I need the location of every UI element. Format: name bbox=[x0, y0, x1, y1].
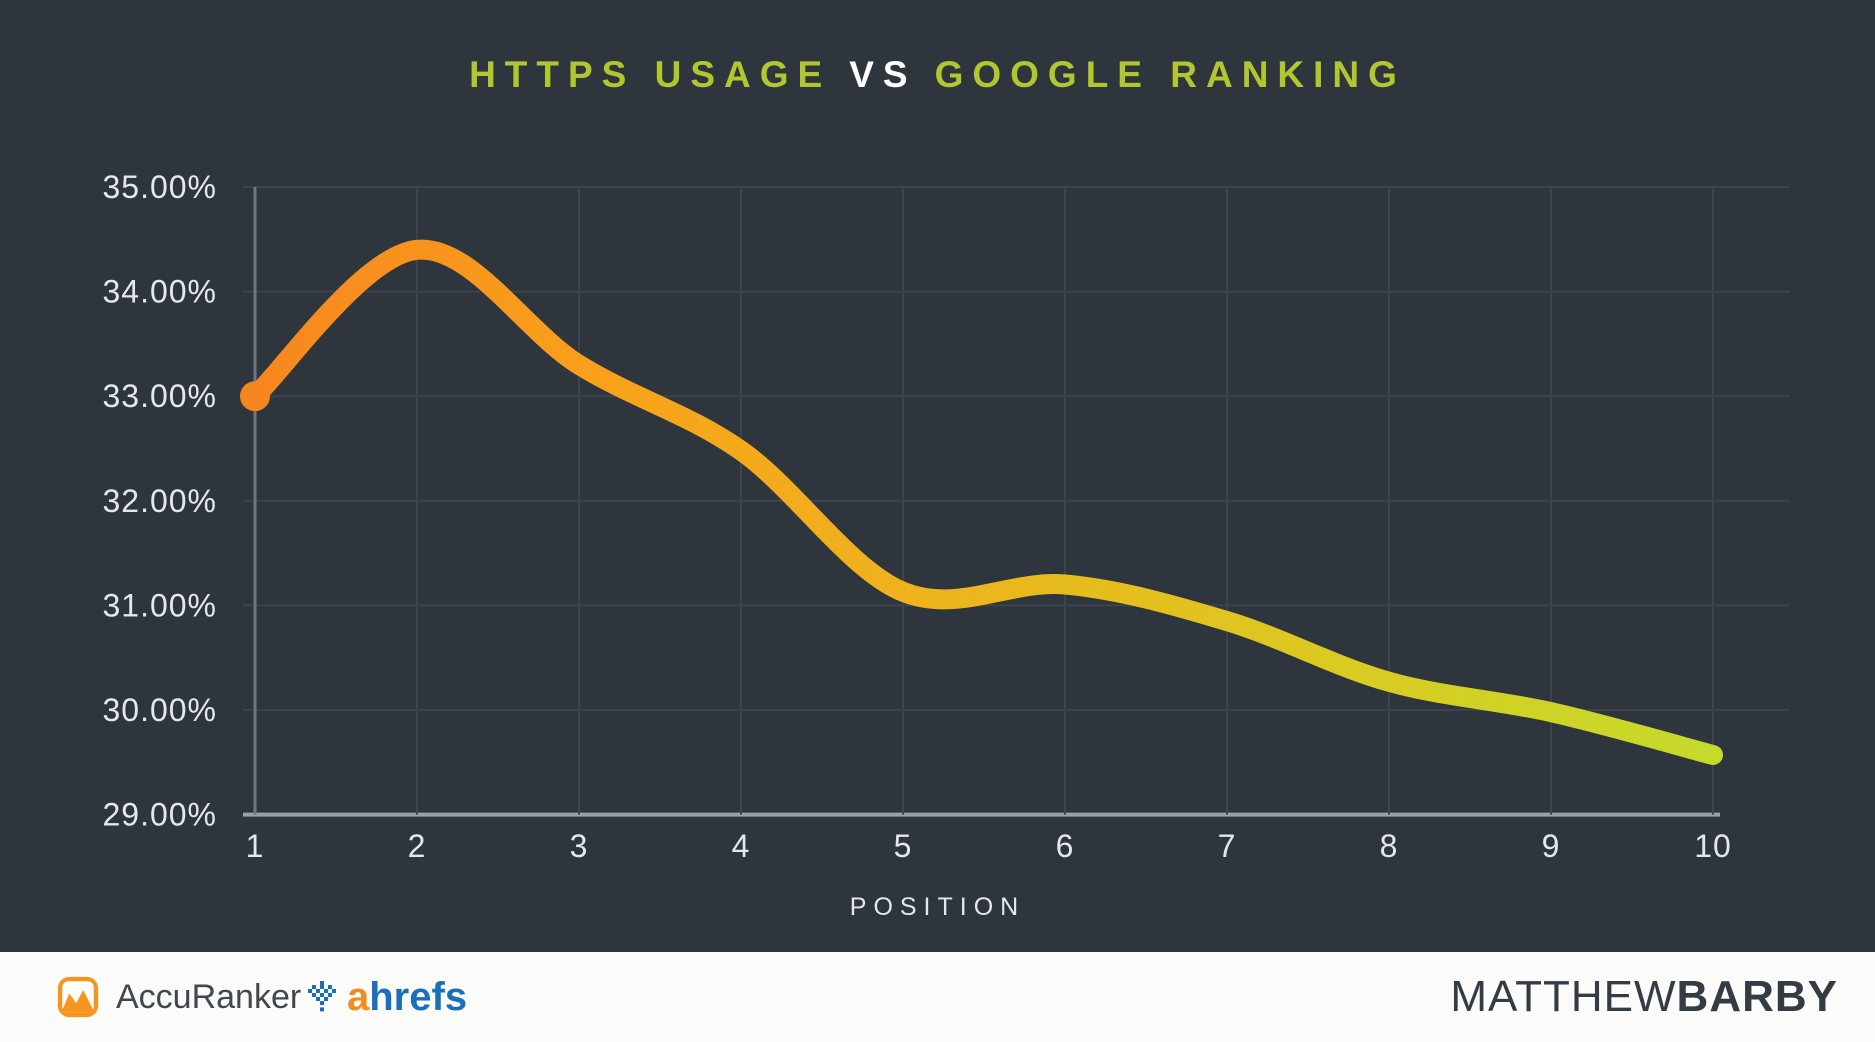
x-tick-label: 4 bbox=[732, 828, 751, 864]
y-tick-label: 29.00% bbox=[102, 797, 217, 833]
x-tick-label: 9 bbox=[1542, 828, 1561, 864]
x-tick-label: 1 bbox=[246, 828, 265, 864]
https-usage-line bbox=[245, 239, 1723, 765]
ahrefs-label: ahrefs bbox=[347, 975, 467, 1020]
ahrefs-brand: ahrefs bbox=[308, 952, 467, 1042]
y-tick-label: 30.00% bbox=[102, 692, 217, 728]
x-axis-title: POSITION bbox=[849, 893, 1026, 921]
author-logo: MATTHEW BARBY bbox=[1450, 952, 1838, 1042]
x-tick-label: 10 bbox=[1694, 828, 1732, 864]
accuranker-brand: AccuRanker bbox=[57, 952, 301, 1042]
y-tick-label: 32.00% bbox=[102, 483, 217, 519]
y-tick-label: 35.00% bbox=[102, 169, 217, 205]
y-tick-label: 34.00% bbox=[102, 274, 217, 310]
chart-title: HTTPS USAGE VS GOOGLE RANKING bbox=[0, 54, 1875, 96]
y-tick-label: 31.00% bbox=[102, 587, 217, 623]
footer: AccuRanker ahrefs MATTHEW BARBY bbox=[0, 952, 1875, 1042]
x-tick-label: 8 bbox=[1380, 828, 1399, 864]
ahrefs-label-rest: hrefs bbox=[369, 974, 468, 1019]
x-tick-label: 3 bbox=[570, 828, 589, 864]
line-chart: 35.00% 34.00% 33.00% 32.00% 31.00% 30.00% 29.0… bbox=[102, 169, 1790, 864]
author-first-name: MATTHEW bbox=[1450, 972, 1677, 1021]
line-start-dot bbox=[240, 381, 270, 412]
x-tick-label: 6 bbox=[1056, 828, 1075, 864]
ahrefs-logo-icon bbox=[308, 981, 336, 1012]
author-last-name: BARBY bbox=[1676, 972, 1838, 1021]
x-tick-label: 7 bbox=[1218, 828, 1237, 864]
title-right-text: GOOGLE RANKING bbox=[934, 54, 1406, 95]
title-vs-text: VS bbox=[849, 54, 917, 95]
x-tick-label: 2 bbox=[408, 828, 427, 864]
accuranker-label: AccuRanker bbox=[116, 977, 302, 1016]
y-tick-label: 33.00% bbox=[102, 378, 217, 414]
title-left-text: HTTPS USAGE bbox=[469, 54, 832, 95]
x-tick-label: 5 bbox=[894, 828, 913, 864]
ahrefs-label-a: a bbox=[347, 974, 370, 1019]
accuranker-logo-icon bbox=[57, 976, 99, 1018]
